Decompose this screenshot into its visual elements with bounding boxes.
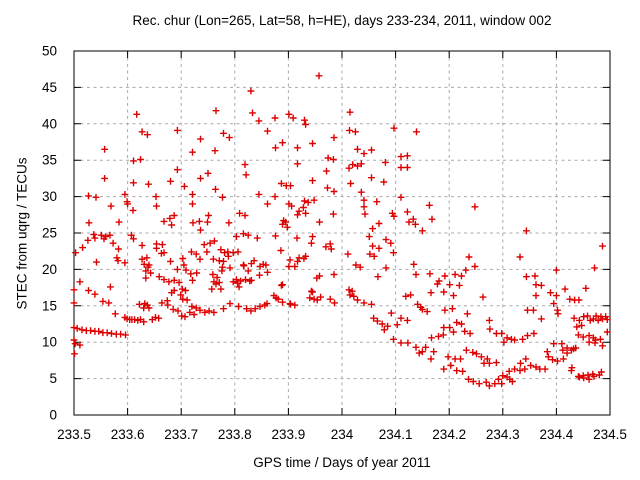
y-tick-label: 40 <box>42 116 57 131</box>
x-tick-label: 233.9 <box>272 427 306 442</box>
y-tick-label: 10 <box>42 335 57 350</box>
x-tick-label: 233.8 <box>218 427 252 442</box>
x-tick-label: 233.6 <box>111 427 145 442</box>
x-tick-label: 234.5 <box>593 427 627 442</box>
y-tick-label: 20 <box>42 262 57 277</box>
y-tick-label: 5 <box>49 371 57 386</box>
y-tick-label: 30 <box>42 189 57 204</box>
x-tick-label: 234.1 <box>379 427 413 442</box>
plot-border <box>73 50 611 416</box>
y-tick-label: 35 <box>42 153 57 168</box>
x-tick-label: 234.3 <box>486 427 520 442</box>
x-tick-label: 234.2 <box>432 427 466 442</box>
y-tick-label: 0 <box>49 408 57 423</box>
x-tick-label: 234.4 <box>540 427 574 442</box>
chart-title: Rec. chur (Lon=265, Lat=58, h=HE), days … <box>132 13 552 28</box>
y-tick-label: 50 <box>42 44 57 59</box>
y-tick-label: 15 <box>42 298 57 313</box>
grid-lines <box>74 51 610 415</box>
x-tick-label: 233.7 <box>164 427 198 442</box>
x-axis-label: GPS time / Days of year 2011 <box>253 455 431 470</box>
y-tick-label: 25 <box>42 226 57 241</box>
x-tick-label: 234 <box>331 427 354 442</box>
x-tick-label: 233.5 <box>57 427 91 442</box>
y-tick-label: 45 <box>42 80 57 95</box>
scatter-points <box>70 72 611 390</box>
